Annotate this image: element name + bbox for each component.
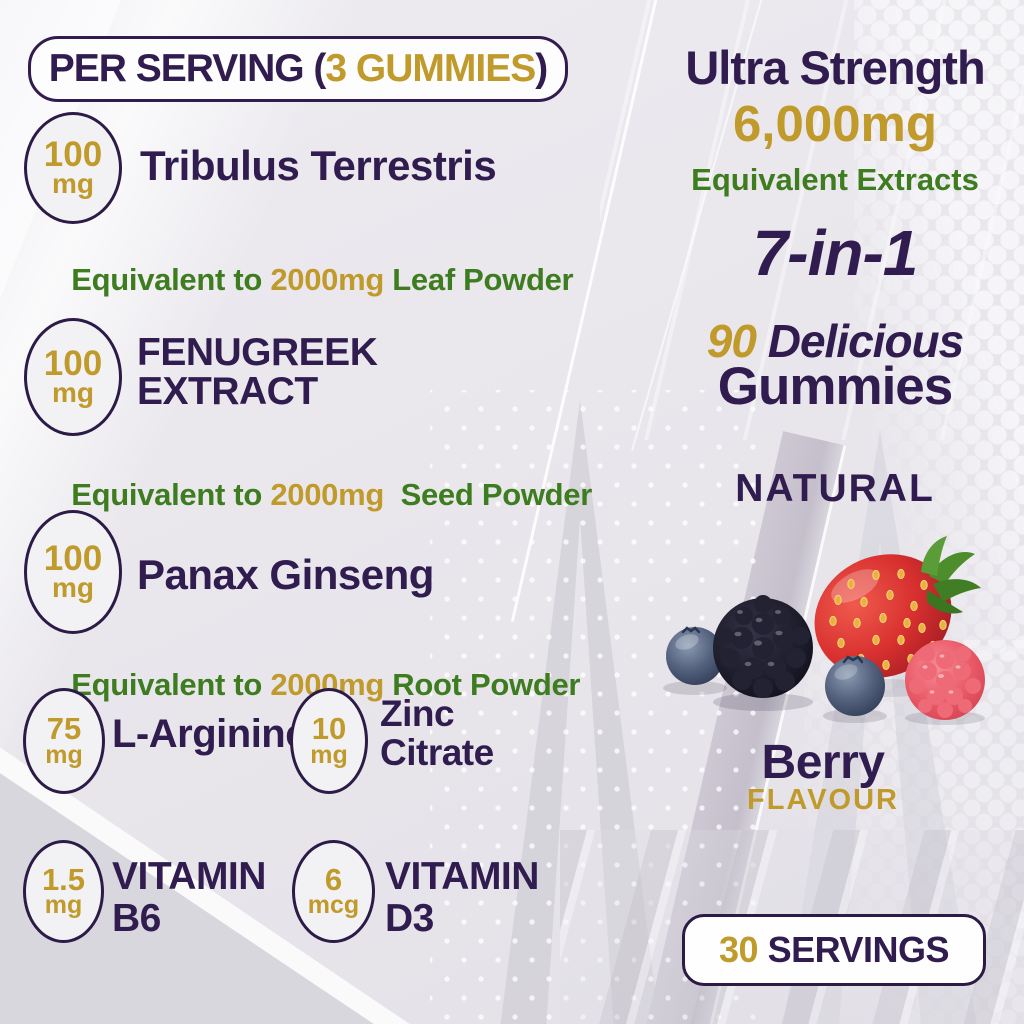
strength-title: Ultra Strength (685, 41, 985, 94)
equivalent-suffix: Root Powder (383, 667, 581, 702)
flavour-name: Berry (761, 736, 885, 789)
gummy-count-line: 90 Delicious (640, 314, 1024, 368)
natural-label: NATURAL (735, 467, 935, 510)
amount-unit: mg (45, 740, 83, 769)
ingredient-name-line2: Citrate (380, 732, 494, 773)
amount-circle-b6: 1.5 mg (23, 840, 104, 943)
amount-circle-ginseng: 100 mg (24, 510, 122, 634)
servings-badge: 30 SERVINGS (682, 914, 986, 986)
formula-badge: 7-in-1 (752, 217, 919, 289)
per-serving-header: PER SERVING (3 GUMMIES) (28, 36, 568, 102)
strength-amount: 6,000mg (732, 95, 938, 152)
amount-value: 100 (43, 135, 103, 175)
equivalent-amount: 2000mg (270, 477, 384, 512)
ingredient-name-b6: VITAMIN B6 (112, 856, 266, 940)
amount-value: 6 (324, 861, 343, 897)
blueberry-left-shape (666, 626, 724, 685)
berries-image (663, 536, 985, 725)
ingredient-name-fenugreek: FENUGREEK EXTRACT (137, 331, 378, 413)
ingredient-name-line2: B6 (112, 897, 161, 940)
ingredient-name-zinc: Zinc Citrate (380, 694, 494, 772)
strawberry-leaves (921, 536, 981, 614)
equivalent-prefix: Equivalent to (71, 477, 271, 512)
equivalent-prefix: Equivalent to (71, 667, 271, 702)
ingredient-name-d3: VITAMIN D3 (385, 856, 539, 940)
servings-number: 30 (719, 929, 759, 970)
amount-value: 100 (43, 539, 103, 579)
amount-value: 1.5 (41, 861, 86, 897)
product-word: Gummies (717, 357, 954, 416)
amount-circle-fenugreek: 100 mg (24, 318, 122, 436)
ingredient-name-line2: EXTRACT (137, 370, 318, 413)
equivalent-suffix: Leaf Powder (383, 262, 574, 297)
amount-unit: mg (52, 377, 94, 409)
amount-unit: mg (52, 572, 94, 604)
gummy-count-word: Delicious (755, 315, 965, 367)
ingredient-name-line2: D3 (385, 897, 434, 940)
ingredient-name-ginseng: Panax Ginseng (137, 551, 434, 598)
strawberry-shape (814, 536, 981, 678)
per-serving-prefix: PER SERVING ( (48, 47, 327, 90)
equivalent-prefix: Equivalent to (71, 262, 271, 297)
servings-word: SERVINGS (758, 929, 950, 970)
amount-circle-d3: 6 mcg (292, 840, 375, 943)
amount-unit: mcg (307, 891, 360, 920)
amount-circle-larginine: 75 mg (23, 688, 105, 794)
amount-value: 75 (46, 711, 82, 747)
ingredient-name-larginine: L-Arginine (112, 712, 307, 756)
ingredient-name-line1: VITAMIN (385, 855, 539, 898)
amount-value: 10 (311, 711, 347, 747)
amount-unit: mg (44, 891, 83, 920)
equivalent-suffix: Seed Powder (383, 477, 593, 512)
ingredient-name-line1: Zinc (380, 693, 455, 734)
equivalent-line-tribulus: Equivalent to 2000mg Leaf Powder (38, 226, 573, 334)
amount-circle-tribulus: 100 mg (24, 112, 122, 224)
equivalent-line-fenugreek: Equivalent to 2000mg Seed Powder (38, 441, 592, 549)
ingredient-name-tribulus: Tribulus Terrestris (140, 142, 497, 189)
equivalent-amount: 2000mg (270, 262, 384, 297)
per-serving-highlight: 3 GUMMIES (325, 47, 536, 90)
blueberry-front-shape (825, 655, 885, 716)
raspberry-shape (905, 640, 985, 720)
gummy-count: 90 (706, 315, 757, 367)
strength-subtitle: Equivalent Extracts (691, 162, 979, 197)
amount-circle-zinc: 10 mg (290, 688, 368, 794)
blackberry-shape (713, 595, 813, 698)
flavour-word: FLAVOUR (746, 784, 899, 816)
ingredient-name-line1: VITAMIN (112, 855, 266, 898)
amount-unit: mg (310, 740, 348, 769)
ingredient-name-line1: FENUGREEK (137, 331, 378, 374)
per-serving-suffix: ) (535, 47, 548, 90)
amount-value: 100 (43, 344, 103, 384)
amount-unit: mg (52, 168, 94, 200)
